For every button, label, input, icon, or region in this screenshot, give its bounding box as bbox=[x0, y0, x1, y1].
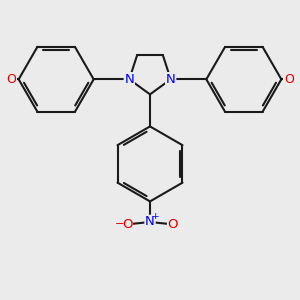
Text: N: N bbox=[124, 73, 134, 86]
Text: N: N bbox=[145, 215, 155, 229]
Text: O: O bbox=[284, 73, 294, 86]
Text: +: + bbox=[152, 212, 159, 221]
Text: O: O bbox=[6, 73, 16, 86]
Text: N: N bbox=[166, 73, 175, 86]
Text: O: O bbox=[122, 218, 132, 231]
Text: O: O bbox=[168, 218, 178, 231]
Text: −: − bbox=[115, 219, 124, 230]
